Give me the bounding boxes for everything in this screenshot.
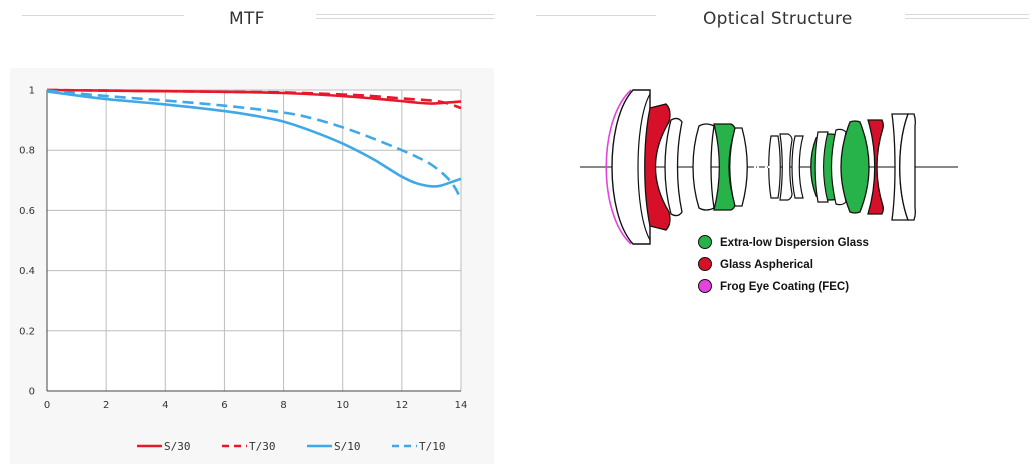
lens-element-9 — [791, 135, 804, 199]
fec-swatch-icon — [698, 279, 712, 293]
y-tick-label: 1 — [29, 86, 35, 97]
lens-element-2-aspherical — [644, 103, 671, 231]
mtf-title: MTF — [229, 9, 265, 29]
y-tick-label: 0.6 — [19, 206, 35, 217]
lens-element-4 — [692, 123, 715, 211]
series-t-10-line — [46, 89, 463, 201]
lens-element-8 — [779, 133, 793, 201]
mtf-title-rule-right — [316, 14, 494, 19]
fec-coating-arc — [605, 89, 632, 245]
x-tick-label: 10 — [336, 400, 349, 411]
legend-fec-label: Frog Eye Coating (FEC) — [720, 281, 849, 293]
optical-title: Optical Structure — [703, 9, 853, 29]
optical-legend: Extra-low Dispersion Glass Glass Aspheri… — [698, 235, 869, 293]
lens-element-3 — [664, 117, 683, 217]
lens-element-13-ed — [840, 120, 870, 214]
lens-element-11 — [814, 131, 829, 203]
legend-label-s-10: S/10 — [334, 440, 361, 453]
legend-label-t-30: T/30 — [249, 440, 276, 453]
x-tick-label: 14 — [455, 400, 468, 411]
y-tick-label: 0.8 — [19, 146, 35, 157]
lens-element-7 — [768, 135, 781, 199]
aspherical-swatch-icon — [698, 257, 712, 271]
optical-title-rule-right — [905, 14, 1029, 19]
y-tick-label: 0 — [29, 387, 35, 398]
mtf-title-rule-left — [22, 15, 184, 16]
series-s-30-line — [46, 88, 462, 105]
mtf-chart: 0 2 4 6 8 10 12 14 0 0.2 0.4 0.6 0.8 1 S/30 T/30 S/10 T/… — [10, 68, 494, 464]
x-tick-label: 4 — [162, 400, 168, 411]
y-tick-label: 0.4 — [19, 266, 35, 277]
y-tick-label: 0.2 — [19, 326, 35, 337]
optical-title-rule-left — [536, 15, 656, 16]
series-s-10-line — [46, 90, 462, 188]
x-tick-label: 6 — [221, 400, 227, 411]
legend-item-aspherical: Glass Aspherical — [698, 257, 813, 271]
legend-item-ed: Extra-low Dispersion Glass — [698, 235, 869, 249]
legend-ed-label: Extra-low Dispersion Glass — [720, 237, 869, 249]
legend-label-s-30: S/30 — [164, 440, 191, 453]
mtf-chart-svg: 0 2 4 6 8 10 12 14 0 0.2 0.4 0.6 0.8 1 S/30 T/30 S/10 T/… — [19, 86, 468, 454]
x-tick-label: 8 — [280, 400, 286, 411]
legend-aspherical-label: Glass Aspherical — [720, 259, 813, 271]
lens-element-6 — [729, 127, 748, 207]
x-tick-label: 12 — [395, 400, 408, 411]
x-tick-label: 0 — [44, 400, 50, 411]
plot-area — [47, 90, 461, 391]
optical-structure-diagram: Extra-low Dispersion Glass Glass Aspheri… — [580, 89, 958, 293]
lens-element-14-aspherical — [867, 119, 884, 215]
x-tick-label: 2 — [103, 400, 109, 411]
series-t-30-line — [46, 88, 462, 110]
lens-element-16 — [899, 113, 916, 221]
lens-element-1-inner — [637, 93, 651, 241]
ed-glass-swatch-icon — [698, 235, 712, 249]
legend-item-fec: Frog Eye Coating (FEC) — [698, 279, 849, 293]
legend-label-t-10: T/10 — [419, 440, 446, 453]
